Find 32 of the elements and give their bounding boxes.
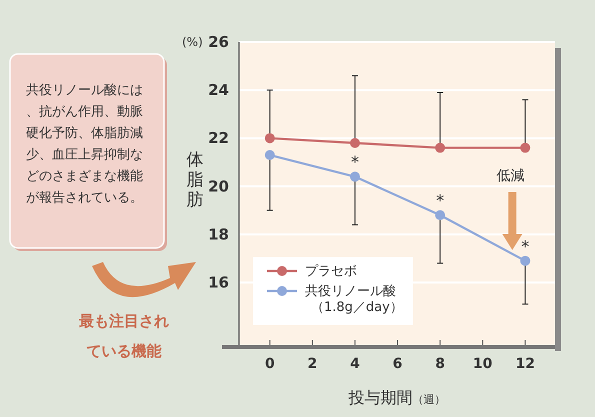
x-axis-title: 投与期間（週） — [348, 388, 446, 407]
y-tick-label: 24 — [208, 81, 229, 100]
x-tick-label: 4 — [350, 356, 360, 372]
x-tick-label: 8 — [435, 356, 445, 372]
y-tick-label: 20 — [208, 177, 229, 196]
point — [520, 256, 530, 266]
legend-label: プラセボ — [305, 264, 357, 278]
y-tick-label: 26 — [208, 33, 229, 51]
text: 最も注目されている機能 — [78, 312, 169, 360]
y-axis-title: 体脂肪 — [186, 150, 204, 210]
annotation: 低減 — [496, 168, 524, 184]
annotation: * — [350, 152, 359, 172]
point — [264, 150, 275, 160]
annotation: * — [521, 236, 530, 256]
y-tick-label: 16 — [208, 273, 229, 292]
point — [520, 142, 530, 153]
legend-label: 共役リノール酸（1.8g／day） — [305, 284, 403, 314]
text: 共役リノール酸には、抗がん作用、動脈硬化予防、体脂肪減少、血圧上昇抑制などのさまざまな機能が報告されている。 — [26, 83, 143, 206]
y-tick-label: 18 — [208, 225, 229, 244]
point — [350, 172, 360, 182]
point — [435, 142, 446, 153]
x-tick-label: 2 — [308, 356, 318, 372]
point — [350, 138, 360, 148]
annotation: * — [436, 191, 444, 210]
point — [435, 210, 446, 220]
text: (%) — [182, 35, 203, 49]
x-tick-label: 0 — [264, 356, 275, 372]
x-tick-label: 12 — [515, 356, 535, 372]
x-tick-label: 6 — [392, 356, 402, 372]
x-tick-label: 10 — [472, 356, 493, 372]
y-tick-label: 22 — [208, 129, 229, 148]
point — [264, 133, 275, 144]
